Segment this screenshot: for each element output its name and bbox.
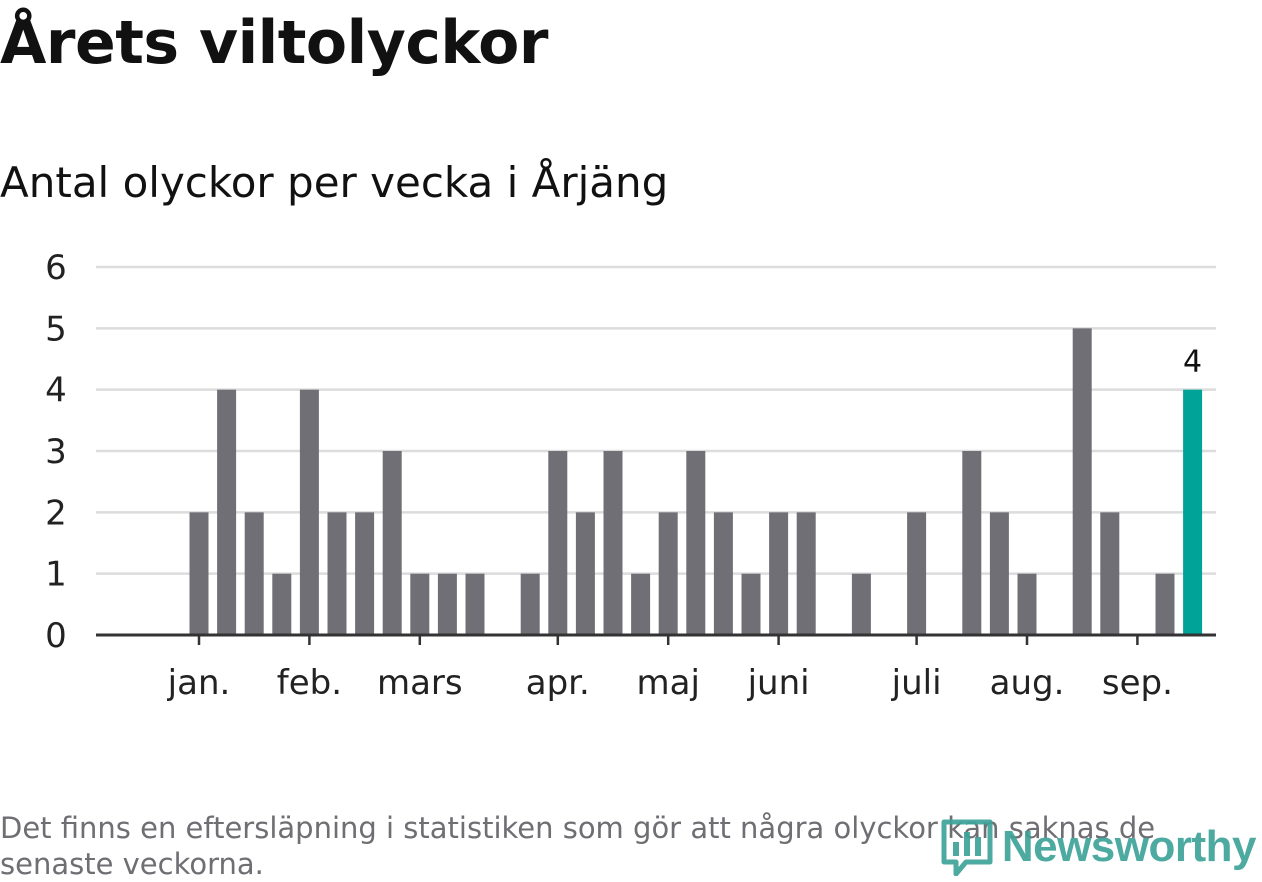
bar	[1017, 573, 1037, 635]
gridlines	[96, 265, 1216, 575]
bar	[189, 512, 209, 635]
chart-title: Årets viltolyckor	[0, 8, 549, 78]
bar	[1072, 328, 1092, 635]
bar	[989, 512, 1009, 635]
bar	[465, 573, 485, 635]
bar	[520, 573, 540, 635]
bar	[382, 451, 402, 635]
bar-highlight	[1183, 389, 1203, 635]
y-tick-label: 2	[45, 493, 67, 533]
bar	[851, 573, 871, 635]
highlight-value-label: 4	[1183, 345, 1202, 380]
y-tick-label: 6	[45, 248, 67, 288]
bar	[796, 512, 816, 635]
bar	[437, 573, 457, 635]
bar	[907, 512, 927, 635]
data-labels: 4	[1183, 345, 1202, 380]
bar	[962, 451, 982, 635]
bars	[189, 328, 1203, 635]
bar	[769, 512, 789, 635]
bar	[741, 573, 761, 635]
logo-text: Newsworthy	[1001, 822, 1257, 871]
bar	[410, 573, 430, 635]
bar	[244, 512, 264, 635]
month-label: feb.	[277, 663, 342, 703]
bar	[658, 512, 678, 635]
bar	[217, 389, 237, 635]
bar	[1100, 512, 1120, 635]
bar	[631, 573, 651, 635]
month-label: jan.	[167, 663, 231, 703]
chart-bubble-icon	[941, 819, 993, 876]
x-axis	[96, 633, 1216, 645]
bar	[355, 512, 375, 635]
footnote: Det finns en eftersläpning i statistiken…	[0, 811, 1156, 881]
y-tick-label: 5	[45, 309, 67, 349]
y-tick-label: 1	[45, 555, 67, 595]
bar	[272, 573, 292, 635]
y-tick-label: 4	[45, 371, 67, 411]
bar	[686, 451, 706, 635]
bar	[1155, 573, 1175, 635]
y-axis-ticks: 0 1 2 3 4 5 6	[45, 248, 67, 656]
month-label: juni	[747, 663, 810, 703]
month-label: maj	[636, 663, 699, 703]
month-label: mars	[377, 663, 463, 703]
y-tick-label: 3	[45, 432, 67, 472]
bar	[603, 451, 623, 635]
bar	[327, 512, 347, 635]
month-label: aug.	[990, 663, 1065, 703]
month-label: juli	[891, 663, 942, 703]
month-label: sep.	[1102, 663, 1173, 703]
x-axis-month-labels: jan. feb. mars apr. maj juni juli aug. sep.	[167, 663, 1173, 703]
bar	[299, 389, 319, 635]
bar	[575, 512, 595, 635]
month-label: apr.	[526, 663, 590, 703]
newsworthy-logo: Newsworthy	[940, 818, 1257, 876]
chart-subtitle: Antal olyckor per vecka i Årjäng	[0, 158, 669, 207]
y-tick-label: 0	[45, 616, 67, 656]
bar	[713, 512, 733, 635]
bar	[548, 451, 568, 635]
